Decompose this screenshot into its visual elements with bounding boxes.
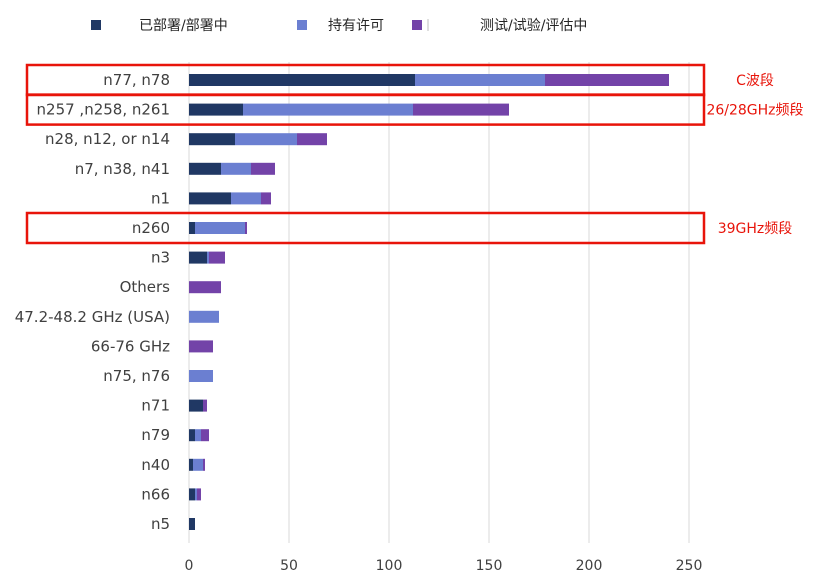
x-tick-labels: 0 50 100 150 200 250 (185, 558, 703, 574)
bar-segment (189, 162, 221, 175)
bar-segment (189, 222, 195, 234)
bar-segment (189, 488, 195, 501)
legend-label: 持有许可 (328, 18, 384, 34)
legend-swatch (412, 20, 422, 30)
legend: 已部署/部署中 持有许可 测试/试验/评估中 (91, 18, 587, 34)
bar-segment (209, 251, 225, 264)
annotation-box (25, 93, 706, 126)
bar-segment (243, 103, 413, 116)
x-tick-label: 250 (676, 558, 703, 574)
annotation-box (25, 211, 706, 245)
category-label: n75, n76 (103, 367, 170, 385)
bar-segment (189, 399, 203, 412)
bars-layer (189, 74, 669, 530)
bar-segment (203, 399, 207, 412)
category-label: n3 (151, 249, 170, 267)
bar-segment (189, 458, 193, 471)
bar-segment (235, 133, 297, 146)
bar-segment (189, 340, 213, 353)
category-label: 47.2-48.2 GHz (USA) (15, 308, 170, 326)
bar-segment (231, 192, 261, 205)
bar-segment (189, 251, 207, 264)
annotation-label: 39GHz频段 (718, 221, 793, 237)
category-label: 66-76 GHz (91, 337, 170, 355)
legend-swatch (297, 20, 307, 30)
bar-segment (193, 458, 203, 471)
bar-segment (413, 103, 509, 116)
category-label: n77, n78 (103, 71, 170, 89)
bar-segment (189, 133, 235, 146)
bar-segment (207, 251, 209, 264)
category-label: Others (120, 278, 171, 296)
bar-segment (251, 162, 275, 175)
category-label: n257 ,n258, n261 (37, 101, 170, 119)
bar-segment (189, 370, 213, 382)
bar-segment (195, 488, 197, 501)
x-tick-label: 200 (576, 558, 603, 574)
bar-segment (221, 162, 251, 175)
bar-segment (189, 429, 195, 442)
bar-segment (189, 310, 219, 323)
bar-segment (297, 133, 327, 146)
category-label: n260 (132, 219, 170, 237)
category-label: n28, n12, or n14 (45, 130, 170, 148)
x-tick-label: 150 (476, 558, 503, 574)
bar-segment (195, 429, 201, 442)
x-tick-label: 0 (185, 558, 194, 574)
annotation-label: C波段 (736, 73, 774, 89)
bar-segment (261, 192, 271, 205)
bar-segment (195, 222, 245, 234)
category-label: n1 (151, 189, 170, 207)
bar-segment (201, 429, 209, 442)
category-label: n71 (141, 397, 170, 415)
legend-label: 测试/试验/评估中 (480, 18, 587, 34)
legend-swatch (91, 20, 101, 30)
bar-segment (189, 281, 221, 294)
category-labels: n77, n78 n257 ,n258, n261 n28, n12, or n14… (15, 71, 170, 533)
bar-segment (245, 222, 247, 234)
bar-segment (197, 488, 201, 501)
bar-segment (415, 74, 545, 86)
legend-label: 已部署/部署中 (139, 18, 228, 34)
category-label: n79 (141, 426, 170, 444)
annotation-label: 26/28GHz频段 (706, 103, 803, 119)
bar-segment (189, 103, 243, 116)
bar-segment (189, 518, 195, 530)
annotations: C波段 26/28GHz频段 39GHz频段 (25, 63, 804, 245)
category-label: n5 (151, 515, 170, 533)
x-tick-label: 100 (376, 558, 403, 574)
category-label: n66 (141, 485, 170, 503)
bar-segment (203, 458, 205, 471)
category-label: n7, n38, n41 (75, 160, 170, 178)
x-tick-label: 50 (280, 558, 298, 574)
bar-segment (189, 192, 231, 205)
category-label: n40 (141, 456, 170, 474)
bar-segment (189, 74, 415, 86)
bar-segment (545, 74, 669, 86)
